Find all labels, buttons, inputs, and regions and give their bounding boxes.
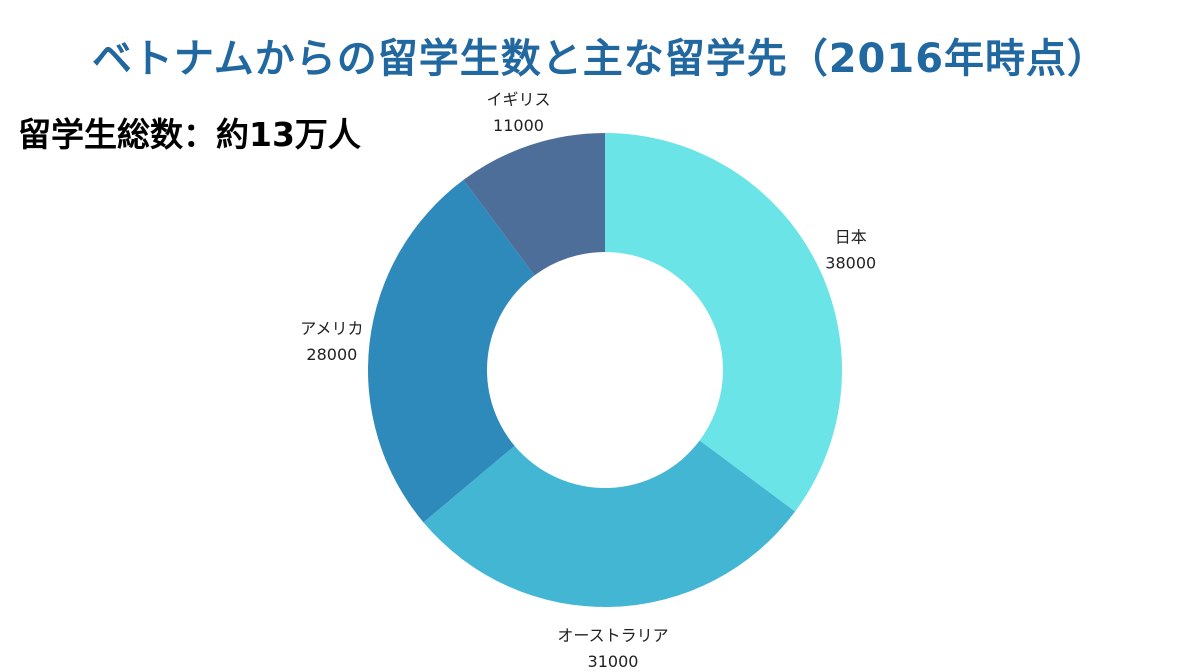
slice-label-3: アメリカ 28000 <box>300 319 363 364</box>
slice-category-label: オーストラリア <box>557 626 668 645</box>
donut-slice-1 <box>605 133 842 512</box>
slice-category-label: イギリス <box>486 90 550 109</box>
slice-value-label: 28000 <box>306 345 357 364</box>
slice-value-label: 31000 <box>588 652 639 671</box>
slice-category-label: 日本 <box>835 228 867 247</box>
slice-label-2: オーストラリア 31000 <box>557 626 668 671</box>
donut-slices <box>368 133 842 607</box>
slice-label-4: イギリス 11000 <box>486 90 550 135</box>
total-students-label: 留学生総数：約13万人 <box>18 115 361 154</box>
donut-slice-2 <box>423 440 796 607</box>
donut-slice-3 <box>368 179 535 523</box>
slice-category-label: アメリカ <box>300 319 363 338</box>
slice-label-1: 日本 38000 <box>825 228 876 273</box>
chart-title: ベトナムからの留学生数と主な留学先（2016年時点） <box>91 36 1109 82</box>
slice-labels: 日本 38000 オーストラリア 31000 アメリカ 28000 イギリス 11000 <box>300 90 876 671</box>
slice-value-label: 38000 <box>825 254 876 273</box>
donut-slice-4 <box>463 133 605 276</box>
slice-value-label: 11000 <box>493 116 544 135</box>
